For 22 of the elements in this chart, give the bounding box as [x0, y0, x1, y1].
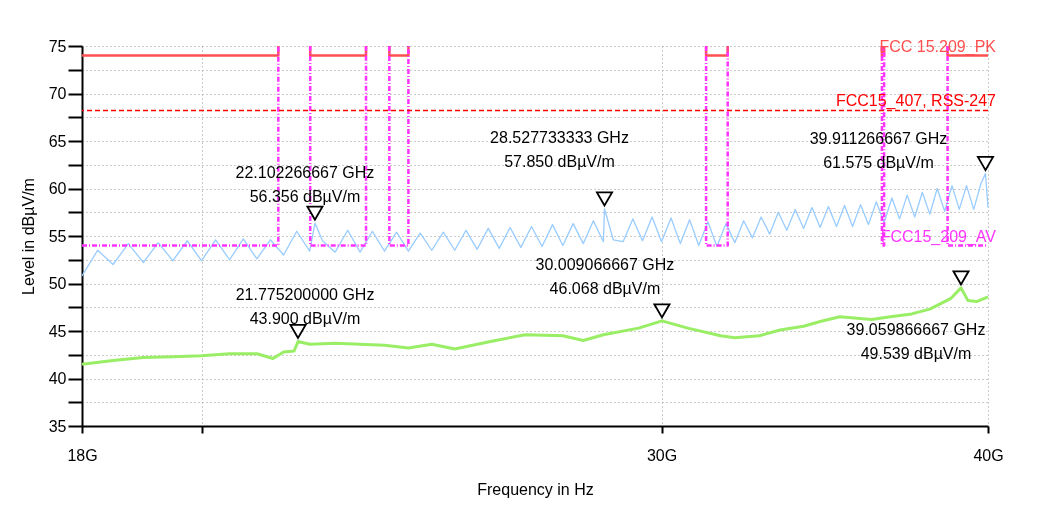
annotation: 30.009066667 GHz 46.068 dBµV/m [535, 255, 675, 297]
x-axis-title: Frequency in Hz [477, 480, 594, 498]
y-tick-label: 75 [48, 37, 67, 55]
x-tick-label: 40G [973, 446, 1004, 464]
y-tick-label: 60 [48, 180, 67, 197]
annotation: 39.911266667 GHz 61.575 dBµV/m [809, 129, 948, 171]
x-tick-label: 18G [67, 446, 98, 464]
y-tick-label: 35 [48, 417, 67, 435]
y-tick-label: 50 [48, 275, 67, 292]
annotation: 21.775200000 GHz 43.900 dBµV/m [235, 286, 375, 328]
x-tick-label: 30G [646, 446, 678, 464]
y-tick-label: 45 [48, 322, 67, 340]
y-tick-label: 55 [48, 227, 67, 245]
y-tick-label: 70 [48, 85, 67, 102]
series-label: FCC 15.209_PK [879, 37, 997, 56]
annotation: 28.527733333 GHz 57.850 dBµV/m [490, 128, 629, 170]
y-tick-label: 40 [48, 370, 67, 387]
annotation: 22.102266667 GHz 56.356 dBµV/m [235, 164, 375, 206]
y-tick-label: 65 [48, 132, 67, 150]
y-axis-title: Level in dBµV/m [19, 178, 37, 295]
ref-line-label: FCC15_407, RSS-247 [835, 91, 997, 110]
annotation: 39.059866667 GHz 49.539 dBµV/m [846, 320, 986, 362]
